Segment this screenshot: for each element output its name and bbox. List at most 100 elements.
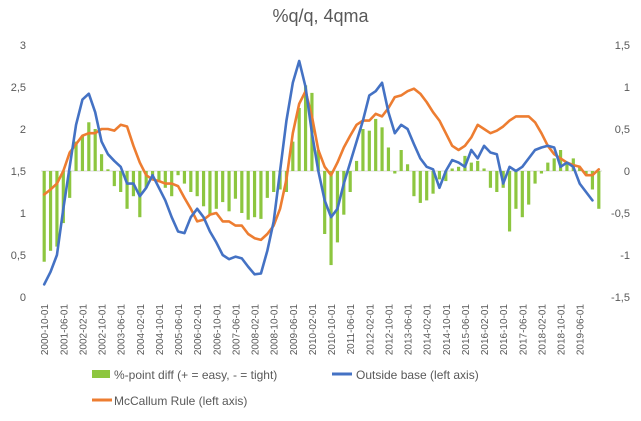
diff-bar — [450, 168, 454, 171]
diff-bar — [272, 171, 276, 192]
x-axis-tick-label: 2012-02-01 — [365, 304, 376, 356]
x-axis-tick-label: 2008-02-01 — [251, 304, 262, 356]
legend-label: Outside base (left axis) — [356, 368, 479, 382]
diff-bar — [87, 122, 91, 171]
left-axis-tick-label: 1 — [20, 208, 26, 220]
x-axis-tick-label: 2002-10-01 — [98, 304, 109, 356]
diff-bar — [112, 171, 116, 187]
diff-bar — [386, 147, 391, 171]
diff-bar — [303, 85, 308, 171]
diff-bar — [252, 171, 257, 218]
x-axis-tick-label: 2014-10-01 — [442, 304, 453, 356]
diff-bar — [590, 171, 595, 190]
diff-bar — [221, 171, 225, 203]
diff-bar — [195, 171, 199, 197]
diff-bar — [74, 141, 78, 171]
right-axis-tick-label: 0 — [624, 166, 630, 178]
diff-bar — [163, 171, 167, 188]
diff-bar — [240, 171, 244, 213]
x-axis-tick-label: 2015-06-01 — [461, 304, 472, 356]
diff-bar — [297, 108, 301, 171]
x-axis-tick-label: 2004-02-01 — [136, 304, 147, 356]
diff-bar — [119, 171, 123, 192]
diff-bar — [176, 171, 180, 176]
diff-bar — [348, 171, 352, 192]
left-axis-tick-label: 2,5 — [11, 82, 26, 94]
x-axis-tick-label: 2004-10-01 — [155, 304, 166, 356]
diff-bar — [189, 171, 193, 192]
x-axis-tick-label: 2002-02-01 — [78, 304, 89, 356]
diff-bar — [520, 171, 524, 218]
diff-bar — [68, 171, 72, 198]
x-axis-tick-label: 2005-06-01 — [174, 304, 185, 356]
diff-bar — [533, 171, 537, 184]
x-axis-tick-label: 2003-06-01 — [117, 304, 128, 356]
diff-bar — [425, 171, 429, 201]
diff-bar — [399, 150, 403, 171]
diff-bar — [42, 171, 46, 262]
legend-label: McCallum Rule (left axis) — [114, 394, 247, 408]
diff-bar — [469, 162, 473, 171]
x-axis-tick-label: 2009-06-01 — [289, 304, 300, 356]
mccallum-rule-line — [42, 87, 601, 242]
legend-label: %-point diff (+ = easy, - = tight) — [114, 368, 277, 382]
x-axis-tick-label: 2018-02-01 — [537, 304, 548, 356]
left-axis-tick-label: 0 — [20, 292, 26, 304]
diff-bar — [527, 171, 531, 205]
diff-bar — [482, 168, 486, 171]
diff-bar — [405, 164, 410, 171]
diff-bar — [80, 135, 85, 171]
diff-bar — [259, 171, 263, 219]
diff-bar — [539, 171, 544, 174]
diff-bar — [565, 162, 569, 171]
diff-bar — [201, 171, 206, 207]
diff-bar — [367, 130, 371, 171]
diff-bar — [552, 158, 556, 171]
diff-bar — [93, 129, 97, 171]
diff-bar — [361, 129, 365, 171]
right-axis-tick-label: 1 — [624, 82, 630, 94]
diff-bar — [558, 150, 563, 171]
diff-bar — [507, 171, 512, 232]
diff-bar — [227, 171, 231, 212]
diff-bar — [150, 171, 155, 176]
right-axis-tick-label: -0,5 — [611, 208, 630, 220]
diff-bar — [233, 171, 238, 199]
outside-base-line — [42, 59, 594, 286]
left-axis-tick-label: 0,5 — [11, 250, 26, 262]
right-axis-tick-label: 1,5 — [615, 40, 630, 52]
x-axis-tick-label: 2018-10-01 — [557, 304, 568, 356]
diff-bar — [476, 160, 480, 171]
diff-bar — [514, 171, 518, 209]
diff-bar — [431, 171, 435, 194]
x-axis-tick-label: 2016-10-01 — [499, 304, 510, 356]
diff-bar — [495, 171, 499, 192]
diff-bar — [55, 171, 59, 247]
diff-bar — [182, 171, 187, 184]
x-axis-tick-label: 2014-02-01 — [423, 304, 434, 356]
diff-bar — [342, 171, 346, 215]
x-axis-tick-label: 2017-06-01 — [518, 304, 529, 356]
diff-bar — [316, 150, 320, 171]
right-axis-tick-label: 0,5 — [615, 124, 630, 136]
x-axis-tick-label: 2010-10-01 — [327, 304, 338, 356]
diff-bar — [291, 141, 295, 171]
x-axis-tick-label: 2016-02-01 — [480, 304, 491, 356]
diff-bar — [456, 166, 461, 171]
x-axis-tick-label: 2006-10-01 — [212, 304, 223, 356]
diff-bar — [106, 169, 110, 171]
x-axis-tick-label: 2000-10-01 — [40, 304, 51, 356]
x-axis-tick-label: 2010-02-01 — [308, 304, 319, 356]
diff-bar — [437, 171, 442, 180]
diff-bar — [546, 162, 550, 171]
left-axis-tick-label: 3 — [20, 40, 26, 52]
x-axis-tick-label: 2013-06-01 — [404, 304, 415, 356]
left-axis-tick-label: 2 — [20, 124, 26, 136]
diff-bar — [418, 171, 422, 203]
chart-title: %q/q, 4qma — [272, 6, 369, 26]
diff-bar — [393, 171, 397, 174]
diff-bar — [444, 171, 448, 182]
diff-bar — [144, 171, 148, 188]
diff-bar — [125, 171, 129, 209]
